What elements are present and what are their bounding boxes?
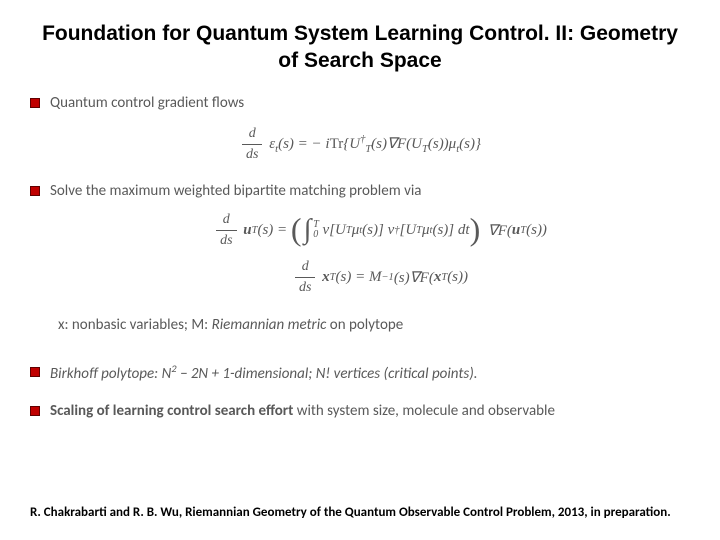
equation-gradient-flow: dds εt(s) = − iTr{U†T(s)∇F(UT(s))μt(s)} bbox=[30, 126, 690, 163]
bullet-marker-icon bbox=[30, 367, 40, 377]
bullet-text-2: Solve the maximum weighted bipartite mat… bbox=[50, 181, 422, 202]
bullet3-pre: Birkhoff polytope: N bbox=[50, 365, 171, 383]
bullet-marker-icon bbox=[30, 98, 40, 108]
bullet-marker-icon bbox=[30, 186, 40, 196]
bullet4-pre: Scaling of learning control search effor… bbox=[50, 402, 293, 420]
equation-matching: dds uT(s) = ( ∫T0 ν[UTμt(s)] ν†[UTμt(s)]… bbox=[70, 212, 690, 296]
note-post: on polytope bbox=[326, 316, 403, 334]
note-em: Riemannian metric bbox=[212, 316, 327, 334]
bullet-marker-icon bbox=[30, 406, 40, 416]
bullet-item-3: Birkhoff polytope: N2 − 2N + 1-dimension… bbox=[30, 362, 690, 385]
note-pre: x: nonbasic variables; M: bbox=[58, 316, 212, 334]
note-variables: x: nonbasic variables; M: Riemannian met… bbox=[58, 316, 690, 334]
bullet-text-1: Quantum control gradient flows bbox=[50, 93, 244, 114]
bullet-text-3: Birkhoff polytope: N2 − 2N + 1-dimension… bbox=[50, 362, 478, 385]
bullet4-post: with system size, molecule and observabl… bbox=[293, 402, 555, 420]
bullet-item-1: Quantum control gradient flows bbox=[30, 93, 690, 114]
footer-reference: R. Chakrabarti and R. B. Wu, Riemannian … bbox=[30, 505, 690, 522]
bullet-text-4: Scaling of learning control search effor… bbox=[50, 401, 555, 422]
bullet-item-4: Scaling of learning control search effor… bbox=[30, 401, 690, 422]
page-title: Foundation for Quantum System Learning C… bbox=[30, 20, 690, 75]
bullet3-mid: − 2N + 1-dimensional; N! vertices (criti… bbox=[177, 365, 478, 383]
slide-container: Foundation for Quantum System Learning C… bbox=[0, 0, 720, 540]
bullet-item-2: Solve the maximum weighted bipartite mat… bbox=[30, 181, 690, 202]
